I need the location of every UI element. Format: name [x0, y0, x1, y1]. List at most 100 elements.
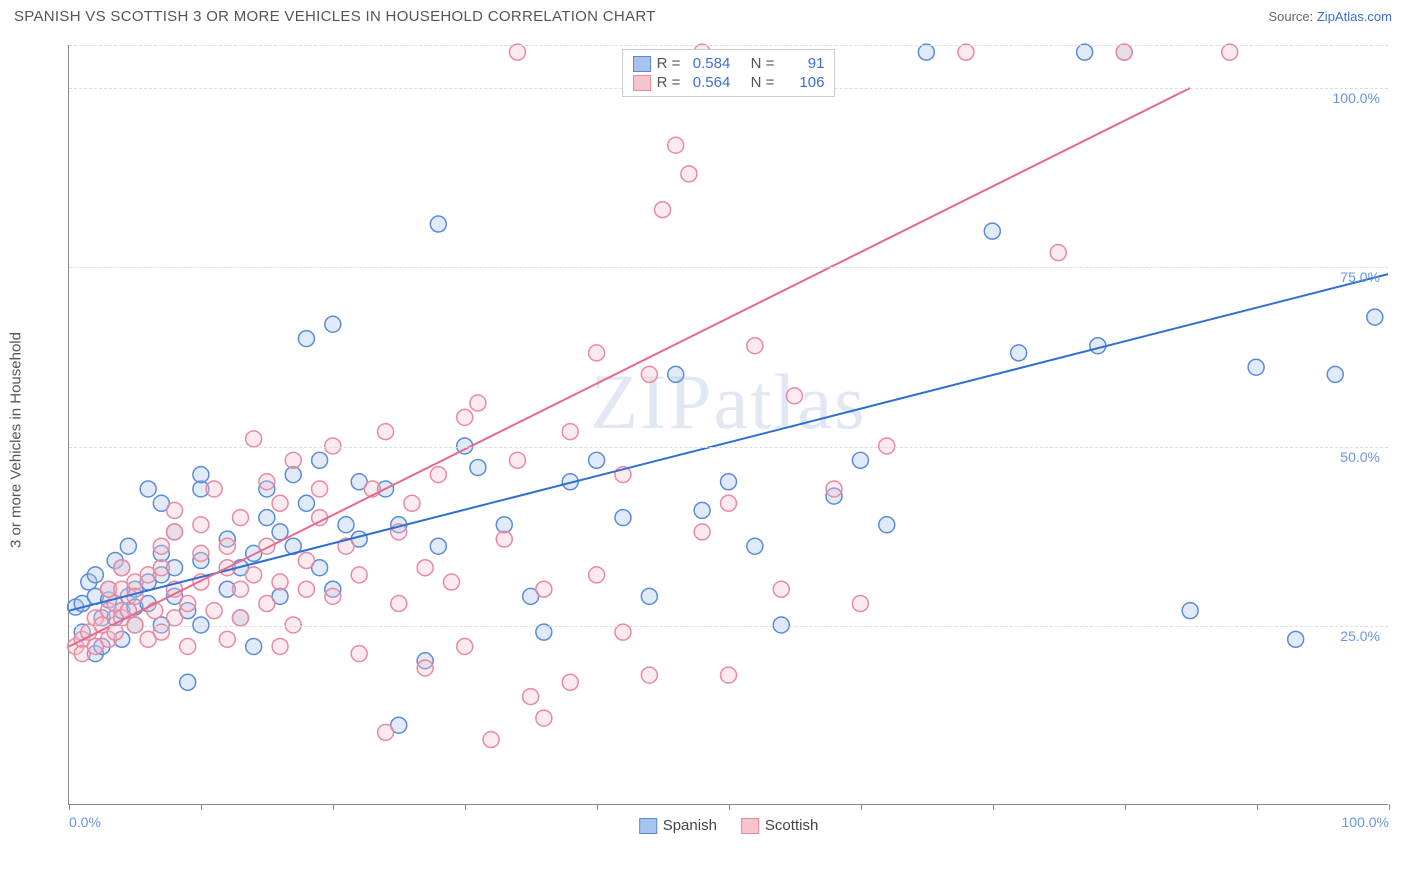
scatter-point — [457, 409, 473, 425]
x-tick — [1389, 804, 1390, 810]
scatter-point — [417, 560, 433, 576]
scatter-point — [496, 531, 512, 547]
scatter-point — [114, 560, 130, 576]
scatter-point — [589, 345, 605, 361]
legend-swatch-spanish — [633, 56, 651, 72]
scatter-point — [694, 524, 710, 540]
correlation-legend: R = 0.584 N = 91 R = 0.564 N = 106 — [622, 49, 836, 97]
gridline-h — [69, 267, 1388, 268]
legend-label-scottish: Scottish — [765, 817, 818, 834]
legend-n-value-scottish: 106 — [780, 74, 824, 91]
scatter-point — [562, 424, 578, 440]
legend-row-spanish: R = 0.584 N = 91 — [633, 54, 825, 73]
scatter-point — [589, 452, 605, 468]
scatter-point — [668, 366, 684, 382]
scatter-point — [1011, 345, 1027, 361]
legend-swatch-scottish — [741, 818, 759, 834]
scatter-point — [325, 588, 341, 604]
y-tick-label: 100.0% — [1333, 90, 1380, 106]
scatter-point — [193, 517, 209, 533]
x-tick — [1257, 804, 1258, 810]
scatter-point — [193, 545, 209, 561]
scatter-point — [180, 674, 196, 690]
scatter-point — [641, 667, 657, 683]
scatter-point — [509, 452, 525, 468]
scatter-point — [470, 459, 486, 475]
scatter-point — [852, 452, 868, 468]
legend-swatch-scottish — [633, 75, 651, 91]
scatter-point — [153, 538, 169, 554]
scatter-point — [127, 588, 143, 604]
scatter-point — [232, 510, 248, 526]
y-tick-label: 50.0% — [1340, 449, 1380, 465]
scatter-point — [1367, 309, 1383, 325]
scatter-point — [153, 560, 169, 576]
gridline-h — [69, 447, 1388, 448]
scatter-point — [721, 667, 737, 683]
scatter-point — [523, 689, 539, 705]
scatter-point — [918, 44, 934, 60]
scatter-point — [272, 495, 288, 511]
x-tick-label: 100.0% — [1342, 814, 1389, 830]
scatter-point — [232, 610, 248, 626]
scatter-point — [457, 638, 473, 654]
legend-r-value-scottish: 0.564 — [686, 74, 730, 91]
scatter-point — [246, 567, 262, 583]
x-tick — [1125, 804, 1126, 810]
scatter-point — [147, 603, 163, 619]
scatter-point — [536, 581, 552, 597]
x-tick — [201, 804, 202, 810]
scatter-point — [219, 538, 235, 554]
scatter-point — [984, 223, 1000, 239]
scatter-point — [1248, 359, 1264, 375]
scatter-point — [589, 567, 605, 583]
legend-label-spanish: Spanish — [663, 817, 717, 834]
scatter-point — [694, 502, 710, 518]
scatter-point — [285, 452, 301, 468]
scatter-point — [246, 431, 262, 447]
plot-svg — [69, 45, 1388, 804]
legend-n-label: N = — [751, 55, 775, 72]
scatter-point — [87, 567, 103, 583]
scatter-point — [721, 474, 737, 490]
source-link[interactable]: ZipAtlas.com — [1317, 9, 1392, 24]
scatter-point — [404, 495, 420, 511]
scatter-point — [655, 202, 671, 218]
legend-r-value-spanish: 0.584 — [686, 55, 730, 72]
scatter-point — [351, 567, 367, 583]
scatter-point — [562, 674, 578, 690]
scatter-point — [1077, 44, 1093, 60]
scatter-point — [509, 44, 525, 60]
scatter-point — [338, 517, 354, 533]
scatter-point — [193, 467, 209, 483]
scatter-point — [417, 660, 433, 676]
gridline-h — [69, 45, 1388, 46]
x-tick — [861, 804, 862, 810]
scatter-point — [206, 603, 222, 619]
scatter-point — [483, 732, 499, 748]
scatter-point — [747, 538, 763, 554]
legend-row-scottish: R = 0.564 N = 106 — [633, 73, 825, 92]
legend-r-label: R = — [657, 55, 681, 72]
scatter-point — [298, 553, 314, 569]
chart-source: Source: ZipAtlas.com — [1268, 9, 1392, 24]
scatter-point — [259, 596, 275, 612]
x-tick — [69, 804, 70, 810]
x-tick — [333, 804, 334, 810]
chart-container: 3 or more Vehicles in Household ZIPatlas… — [48, 45, 1388, 835]
scatter-point — [298, 331, 314, 347]
scatter-point — [298, 581, 314, 597]
scatter-point — [232, 581, 248, 597]
scatter-point — [444, 574, 460, 590]
legend-item-scottish: Scottish — [741, 817, 818, 834]
scatter-point — [167, 610, 183, 626]
legend-swatch-spanish — [639, 818, 657, 834]
legend-n-value-spanish: 91 — [780, 55, 824, 72]
scatter-point — [325, 316, 341, 332]
scatter-point — [391, 596, 407, 612]
scatter-point — [180, 596, 196, 612]
scatter-point — [272, 574, 288, 590]
scatter-point — [259, 474, 275, 490]
scatter-point — [1327, 366, 1343, 382]
scatter-point — [536, 710, 552, 726]
